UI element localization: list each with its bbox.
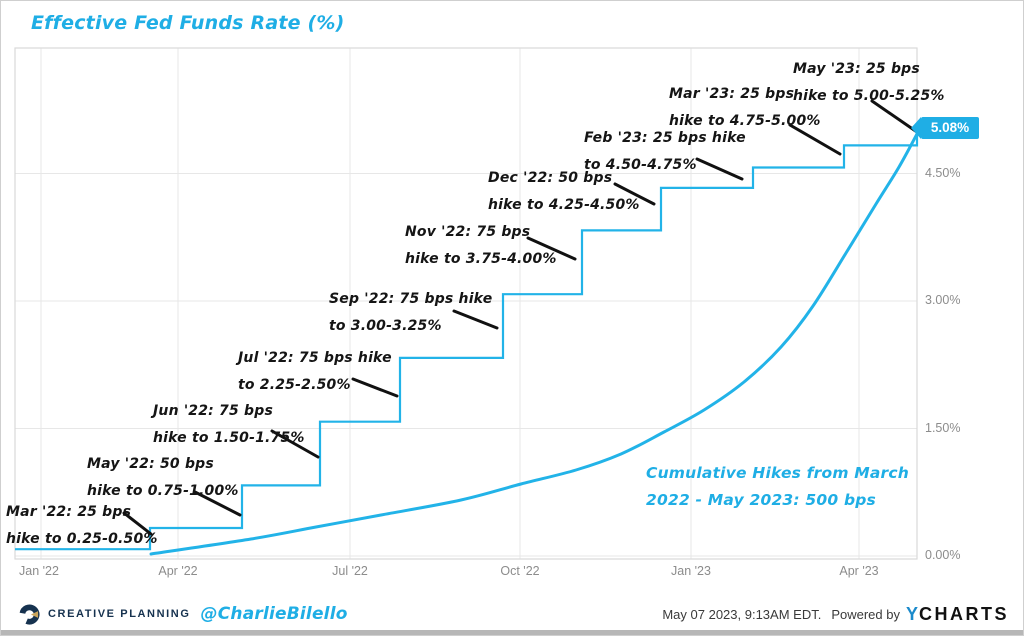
hike-annotation-line2: hike to 4.25-4.50% <box>488 197 640 213</box>
powered-by-label: Powered by <box>831 606 900 622</box>
annotation-pointer-line <box>613 182 656 206</box>
y-axis-tick-label: 0.00% <box>925 548 961 562</box>
annotation-pointer-line <box>270 429 320 459</box>
creative-planning-brand: CREATIVE PLANNING @CharlieBilello <box>19 603 348 625</box>
hike-annotation: Sep '22: 75 bps hike to 3.00-3.25% <box>329 286 492 340</box>
hike-annotation: May '23: 25 bps hike to 5.00-5.25% <box>793 56 945 110</box>
timestamp: May 07 2023, 9:13AM EDT. <box>662 606 822 622</box>
hike-annotation: Mar '22: 25 bps hike to 0.25-0.50% <box>6 499 158 553</box>
hike-annotation-line2: hike to 1.50-1.75% <box>153 430 305 446</box>
annotation-pointer-line <box>788 123 842 156</box>
hike-annotation: Nov '22: 75 bps hike to 3.75-4.00% <box>405 219 557 273</box>
chart-title: Effective Fed Funds Rate (%) <box>31 12 345 34</box>
x-axis-tick-label: Jul '22 <box>332 564 368 578</box>
y-axis-tick-label: 3.00% <box>925 293 961 307</box>
footer-right: May 07 2023, 9:13AM EDT. Powered by YCHA… <box>662 598 1009 630</box>
badge-arrow-icon <box>911 117 921 139</box>
hike-annotation-line2: hike to 3.75-4.00% <box>405 251 557 267</box>
annotation-pointer-line <box>193 490 242 517</box>
x-axis-tick-label: Oct '22 <box>500 564 540 578</box>
hike-annotation-line2: to 4.50-4.75% <box>584 157 697 173</box>
hike-annotation-line1: Nov '22: 75 bps <box>405 224 531 240</box>
fed-funds-step-line <box>15 123 919 551</box>
x-axis-tick-label: Apr '22 <box>158 564 198 578</box>
cumulative-hikes-note-line1: Cumulative Hikes from March <box>646 464 910 482</box>
cumulative-curve <box>149 132 919 556</box>
hike-annotation-line2: hike to 0.25-0.50% <box>6 531 158 547</box>
hike-annotation: Dec '22: 50 bps hike to 4.25-4.50% <box>488 165 640 219</box>
hike-annotation-line1: Mar '23: 25 bps <box>669 86 795 102</box>
footer-bar: CREATIVE PLANNING @CharlieBilello May 07… <box>1 598 1023 630</box>
cumulative-hikes-note: Cumulative Hikes from March 2022 - May 2… <box>646 460 909 514</box>
cumulative-hikes-note-line2: 2022 - May 2023: 500 bps <box>646 491 876 509</box>
annotation-pointer-line <box>351 377 399 398</box>
annotation-pointer-line <box>695 157 744 181</box>
brand-name: CREATIVE PLANNING <box>48 608 191 620</box>
hike-annotation-line2: hike to 4.75-5.00% <box>669 113 821 129</box>
y-axis-tick-label: 1.50% <box>925 420 961 435</box>
hike-annotation-line1: Feb '23: 25 bps hike <box>584 130 746 146</box>
hike-annotation: Mar '23: 25 bps hike to 4.75-5.00% <box>669 81 821 135</box>
hike-annotation-line1: Jul '22: 75 bps hike <box>238 350 392 366</box>
x-axis-tick-label: Apr '23 <box>839 564 879 578</box>
hike-annotation: Jun '22: 75 bps hike to 1.50-1.75% <box>153 398 305 452</box>
ycharts-wordmark: CHARTS <box>919 603 1009 624</box>
hike-annotation-line1: Dec '22: 50 bps <box>488 170 613 186</box>
plot-border <box>14 47 918 560</box>
hike-annotation: Feb '23: 25 bps hike to 4.50-4.75% <box>584 125 746 179</box>
creative-planning-logo-icon <box>19 603 40 625</box>
hike-annotation-line1: Jun '22: 75 bps <box>153 403 273 419</box>
hike-annotation-line1: Mar '22: 25 bps <box>6 504 132 520</box>
annotation-pointer-line <box>122 511 153 536</box>
window-bottom-edge <box>1 630 1023 635</box>
x-axis-tick-label: Jan '23 <box>671 564 711 578</box>
x-axis-tick-label: Jan '22 <box>19 564 59 578</box>
last-value-badge: 5.08% <box>911 117 979 139</box>
last-value-label: 5.08% <box>930 120 970 135</box>
hike-annotation: May '22: 50 bps hike to 0.75-1.00% <box>87 451 239 505</box>
hike-annotation-line1: May '22: 50 bps <box>87 456 214 472</box>
annotation-pointer-line <box>526 236 577 261</box>
hike-annotation-line2: to 2.25-2.50% <box>238 377 351 393</box>
hike-annotation-line1: May '23: 25 bps <box>793 61 920 77</box>
annotation-pointer-line <box>452 309 499 330</box>
twitter-handle: @CharlieBilello <box>200 604 348 624</box>
hike-annotation: Jul '22: 75 bps hike to 2.25-2.50% <box>238 345 392 399</box>
y-axis-tick-label: 4.50% <box>925 165 961 180</box>
hike-annotation-line2: to 3.00-3.25% <box>329 318 442 334</box>
hike-annotation-line2: hike to 0.75-1.00% <box>87 483 239 499</box>
annotation-pointer-line <box>870 99 919 134</box>
hike-annotation-line1: Sep '22: 75 bps hike <box>329 291 493 307</box>
ycharts-y-glyph: Y <box>905 603 919 624</box>
hike-annotation-line2: hike to 5.00-5.25% <box>793 88 945 104</box>
ycharts-logo: YCHARTS <box>906 604 1009 625</box>
